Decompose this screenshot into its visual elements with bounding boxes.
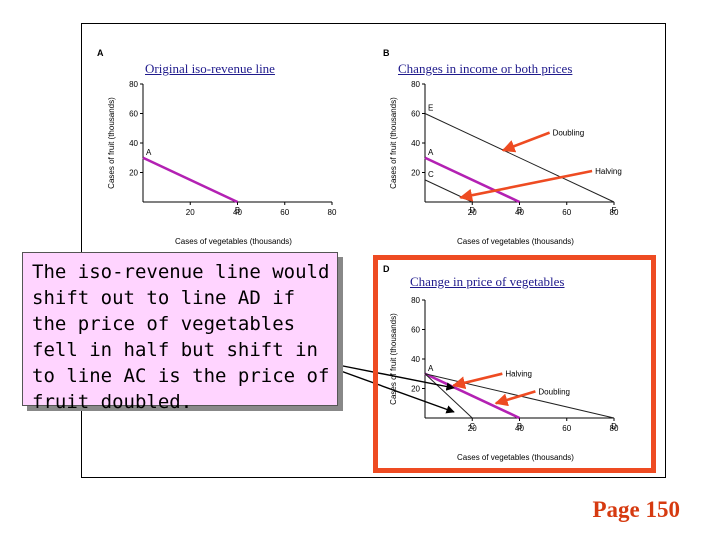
plot-d: 20 40 60 80 20 40 60 80 Cases of vegetables (tho… — [389, 296, 619, 462]
x-tick-label: 40 — [515, 424, 524, 433]
point-label: B — [235, 206, 240, 215]
x-tick-label: 20 — [186, 208, 195, 217]
annotation-label: Doubling — [538, 387, 570, 396]
annotation-label: Doubling — [553, 129, 585, 138]
x-tick-label: 60 — [562, 208, 571, 217]
point-label: E — [428, 104, 433, 113]
y-axis-label: Cases of fruit (thousands) — [389, 97, 398, 189]
y-tick-label: 20 — [411, 385, 420, 394]
annotation-label: Halving — [595, 167, 622, 176]
point-label: B — [517, 206, 522, 215]
series-line-b-2 — [424, 113, 615, 203]
y-tick-label: 40 — [411, 355, 420, 364]
series-line-d-3 — [424, 373, 473, 419]
y-tick-label: 60 — [411, 110, 420, 119]
y-tick-label: 40 — [411, 139, 420, 148]
y-tick-label: 80 — [411, 296, 420, 305]
y-axis-label: Cases of fruit (thousands) — [389, 313, 398, 405]
panel-b-title: Changes in income or both prices — [398, 61, 573, 76]
y-tick-label: 20 — [411, 169, 420, 178]
annotation-arrow — [459, 169, 593, 202]
y-axis-label: Cases of fruit (thousands) — [107, 97, 116, 189]
x-tick-label: 60 — [280, 208, 289, 217]
x-tick-label: 20 — [468, 208, 477, 217]
plot-b: 20 40 60 80 20 40 60 80 Cases of vegetables (tho… — [389, 80, 622, 246]
point-label: D — [469, 206, 475, 215]
point-label: A — [146, 148, 152, 157]
annotation-label: Halving — [505, 370, 532, 379]
point-label: C — [428, 170, 434, 179]
x-tick-label: 20 — [468, 424, 477, 433]
panel-letter-d: D — [383, 264, 390, 274]
plot-a: 20 40 60 80 20 40 60 80 Cases of vegetables (tho… — [107, 80, 337, 246]
y-tick-label: 20 — [129, 169, 138, 178]
x-axis-label: Cases of vegetables (thousands) — [175, 237, 292, 246]
panel-d-title: Change in price of vegetables — [410, 274, 565, 289]
y-tick-label: 40 — [129, 139, 138, 148]
panel-letter-a: A — [97, 48, 104, 58]
point-label: F — [612, 206, 617, 215]
y-tick-label: 60 — [411, 326, 420, 335]
annotation-arrow — [494, 390, 536, 407]
x-tick-label: 80 — [328, 208, 337, 217]
annotation-arrow — [501, 131, 551, 153]
series-line-b-1 — [424, 156, 521, 204]
x-tick-label: 60 — [562, 424, 571, 433]
series-line-a-1 — [142, 156, 239, 204]
annotation-arrow — [452, 372, 503, 390]
point-label: A — [428, 364, 434, 373]
y-tick-label: 80 — [129, 80, 138, 89]
point-label: B — [517, 422, 522, 431]
x-axis-label: Cases of vegetables (thousands) — [457, 237, 574, 246]
point-label: C — [469, 422, 475, 431]
series-line-d-1 — [424, 372, 521, 420]
panel-a-title: Original iso-revenue line — [145, 61, 275, 76]
x-tick-label: 40 — [515, 208, 524, 217]
y-tick-label: 60 — [129, 110, 138, 119]
series-line-b-3 — [424, 179, 473, 203]
point-label: D — [611, 422, 617, 431]
page-number: Page 150 — [592, 497, 680, 522]
panel-letter-b: B — [383, 48, 390, 58]
x-axis-label: Cases of vegetables (thousands) — [457, 453, 574, 462]
x-tick-label: 80 — [610, 208, 619, 217]
explanation-callout: The iso-revenue line would shift out to … — [22, 252, 338, 413]
x-tick-label: 80 — [610, 424, 619, 433]
x-tick-label: 40 — [233, 208, 242, 217]
panel-d-highlight-border — [373, 255, 656, 473]
callout-arrow-to-ad — [337, 364, 455, 391]
y-tick-label: 80 — [411, 80, 420, 89]
point-label: A — [428, 148, 434, 157]
plots-layer: 20 40 60 80 20 40 60 80 Cases of vegetables (tho… — [107, 80, 622, 462]
callout-arrow-to-ac — [337, 369, 455, 414]
